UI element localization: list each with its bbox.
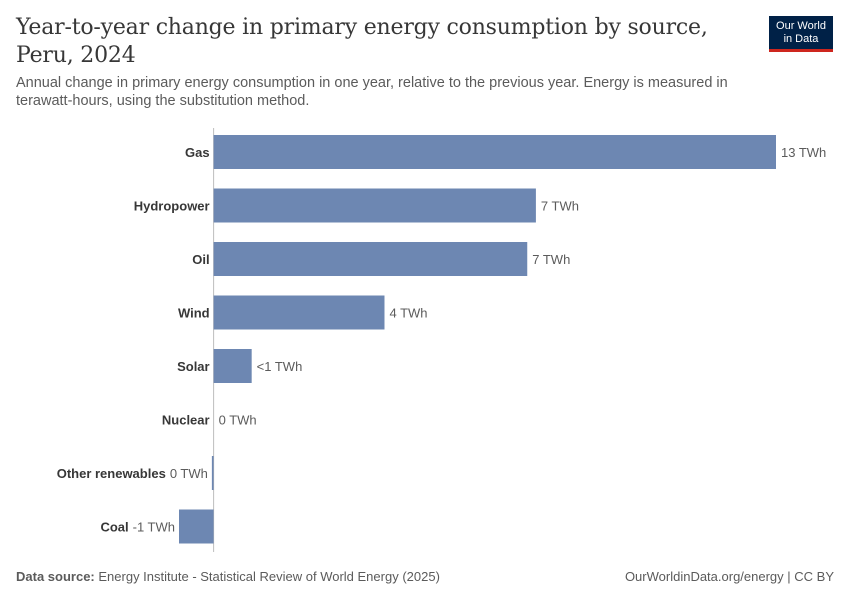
category-label-solar: Solar [177, 359, 210, 374]
category-label-hydropower: Hydropower [134, 199, 210, 214]
value-label-other-renewables: 0 TWh [170, 466, 208, 481]
chart-title: Year-to-year change in primary energy co… [16, 15, 708, 68]
category-label-other-renewables: Other renewables [57, 466, 166, 481]
bar-gas [213, 135, 776, 169]
bar-wind [213, 295, 385, 330]
bar-other-renewables [211, 456, 214, 490]
value-label-gas: 13 TWh [781, 145, 826, 160]
chart-subtitle: Annual change in primary energy consumpt… [16, 75, 728, 109]
owid-logo[interactable]: Our World in Data [769, 16, 833, 52]
value-label-solar: <1 TWh [257, 359, 303, 374]
value-label-coal: -1 TWh [133, 520, 175, 535]
category-label-coal: Coal [100, 520, 128, 535]
bar-oil [213, 242, 528, 276]
logo-line-1: Our World [776, 20, 826, 32]
category-label-wind: Wind [178, 306, 210, 321]
logo-line-2: in Data [783, 33, 819, 45]
data-source-label: Data source: [16, 569, 95, 584]
value-label-wind: 4 TWh [389, 306, 427, 321]
value-label-nuclear: 0 TWh [219, 413, 257, 428]
data-source: Data source: Energy Institute - Statisti… [16, 569, 440, 584]
category-label-gas: Gas [185, 145, 210, 160]
footer: Data source: Energy Institute - Statisti… [16, 569, 834, 584]
value-label-oil: 7 TWh [532, 252, 570, 267]
category-label-oil: Oil [192, 252, 209, 267]
bar-chart: Gas 13 TWh Hydropower 7 TWh Oil 7 TWh Wind 4 TW… [57, 128, 826, 552]
bar-solar [213, 349, 252, 383]
value-label-hydropower: 7 TWh [541, 199, 579, 214]
footer-license[interactable]: OurWorldinData.org/energy | CC BY [624, 569, 834, 584]
bar-coal [179, 509, 214, 544]
category-label-nuclear: Nuclear [162, 413, 210, 428]
bar-hydropower [213, 188, 536, 223]
data-source-text[interactable]: Energy Institute - Statistical Review of… [98, 569, 440, 584]
